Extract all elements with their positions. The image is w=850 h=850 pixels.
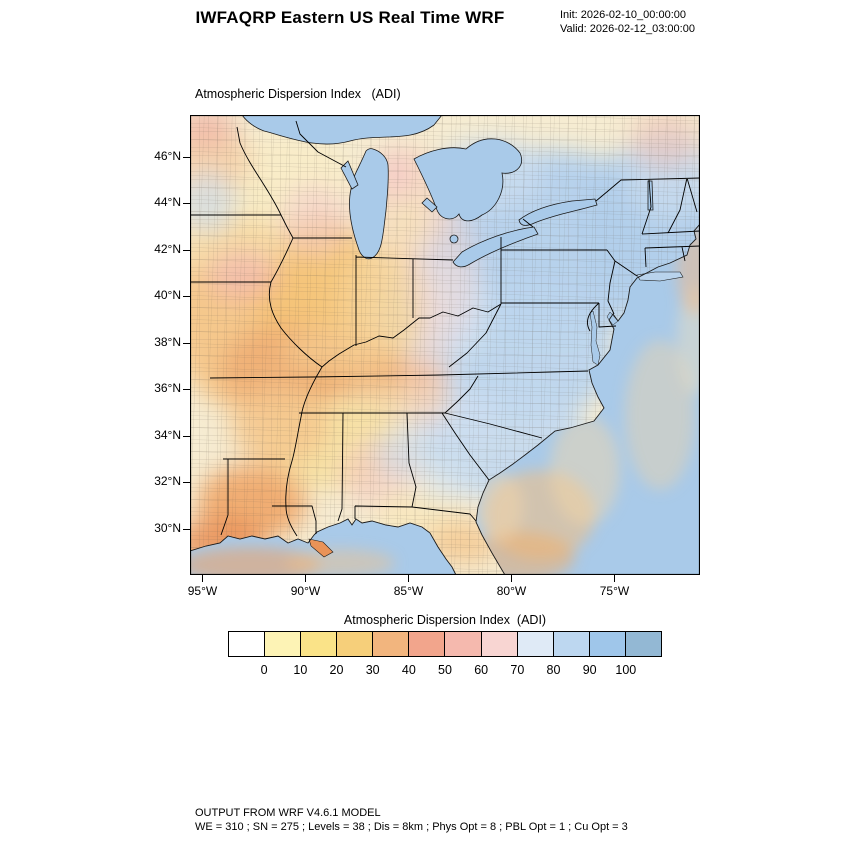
lon-tick-mark [511,575,512,582]
lon-tick-label: 90°W [290,584,321,598]
saginaw-bay [421,197,438,213]
lake-michigan [349,148,389,260]
colorbar-cell [516,632,553,656]
lat-tick-label: 38°N [154,335,181,349]
lat-tick-label: 40°N [154,288,181,302]
valid-time: Valid: 2026-02-12_03:00:00 [560,22,695,35]
colorbar-labels: 0 10 20 30 40 50 60 70 80 90 100 [228,657,662,677]
lat-tick-mark [183,482,190,483]
colorbar-cell [336,632,373,656]
colorbar-tick-label: 20 [329,663,344,677]
init-time: Init: 2026-02-10_00:00:00 [560,9,686,21]
colorbar-cell [588,632,625,656]
colorbar-title: Atmospheric Dispersion Index (ADI) [343,613,547,627]
lat-tick-label: 30°N [154,521,181,535]
lake-ontario [518,198,598,226]
lon-tick-mark [408,575,409,582]
lat-tick-mark [183,529,190,530]
mississippi-delta [308,538,334,558]
colorbar-tick-label: 100 [615,663,637,677]
colorbar-tick-label: 30 [365,663,380,677]
lat-tick-label: 42°N [154,242,181,256]
footer-line-2: WE = 310 ; SN = 275 ; Levels = 38 ; Dis … [195,821,628,833]
lon-tick-mark [614,575,615,582]
lat-tick-label: 36°N [154,381,181,395]
colorbar-cell [624,632,661,656]
gulf-coastline [190,518,457,575]
colorbar-cell [264,632,301,656]
map-svg [190,115,700,575]
lat-tick-label: 34°N [154,428,181,442]
long-island [636,271,684,282]
great-lakes [241,115,654,268]
colorbar-cells [228,631,662,657]
lat-tick-mark [183,296,190,297]
colorbar-cell [229,632,265,656]
map-field-title: Atmospheric Dispersion Index (ADI) [195,87,401,101]
colorbar-tick-label: 80 [546,663,561,677]
lon-tick-label: 75°W [599,584,630,598]
lat-tick-mark [183,389,190,390]
lon-tick-label: 85°W [393,584,424,598]
colorbar-tick-label: 90 [582,663,597,677]
footer-line-1: OUTPUT FROM WRF V4.6.1 MODEL [195,807,381,819]
lake-huron [413,138,522,222]
lon-tick-label: 95°W [187,584,218,598]
lat-tick-label: 44°N [154,195,181,209]
lon-tick-mark [305,575,306,582]
footer: OUTPUT FROM WRF V4.6.1 MODEL WE = 310 ; … [195,806,628,834]
colorbar-cell [300,632,337,656]
colorbar-tick-label: 40 [401,663,416,677]
colorbar-tick-label: 0 [260,663,268,677]
map-frame [190,115,700,575]
colorbar: 0 10 20 30 40 50 60 70 80 90 100 [228,631,662,677]
lon-tick-label: 80°W [496,584,527,598]
colorbar-tick-label: 10 [293,663,308,677]
lake-erie [452,226,539,268]
colorbar-cell [444,632,481,656]
colorbar-cell [552,632,589,656]
colorbar-cell [480,632,517,656]
lat-tick-mark [183,157,190,158]
atlantic-coastline [475,223,700,575]
lake-st-clair [449,234,459,244]
lake-superior [241,115,443,145]
lat-tick-label: 46°N [154,149,181,163]
chesapeake-bay [589,310,601,366]
lat-tick-mark [183,203,190,204]
colorbar-tick-label: 60 [474,663,489,677]
state-borders [190,120,700,537]
lon-tick-mark [202,575,203,582]
map-border [190,115,700,575]
run-info: Init: 2026-02-10_00:00:00 Valid: 2026-02… [560,9,695,36]
lat-tick-label: 32°N [154,474,181,488]
colorbar-tick-label: 50 [438,663,452,677]
colorbar-cell [408,632,445,656]
lat-tick-mark [183,250,190,251]
lat-tick-mark [183,343,190,344]
page-title: IWFAQRP Eastern US Real Time WRF [195,8,505,27]
lat-tick-mark [183,436,190,437]
colorbar-tick-label: 70 [510,663,525,677]
colorbar-cell [372,632,409,656]
